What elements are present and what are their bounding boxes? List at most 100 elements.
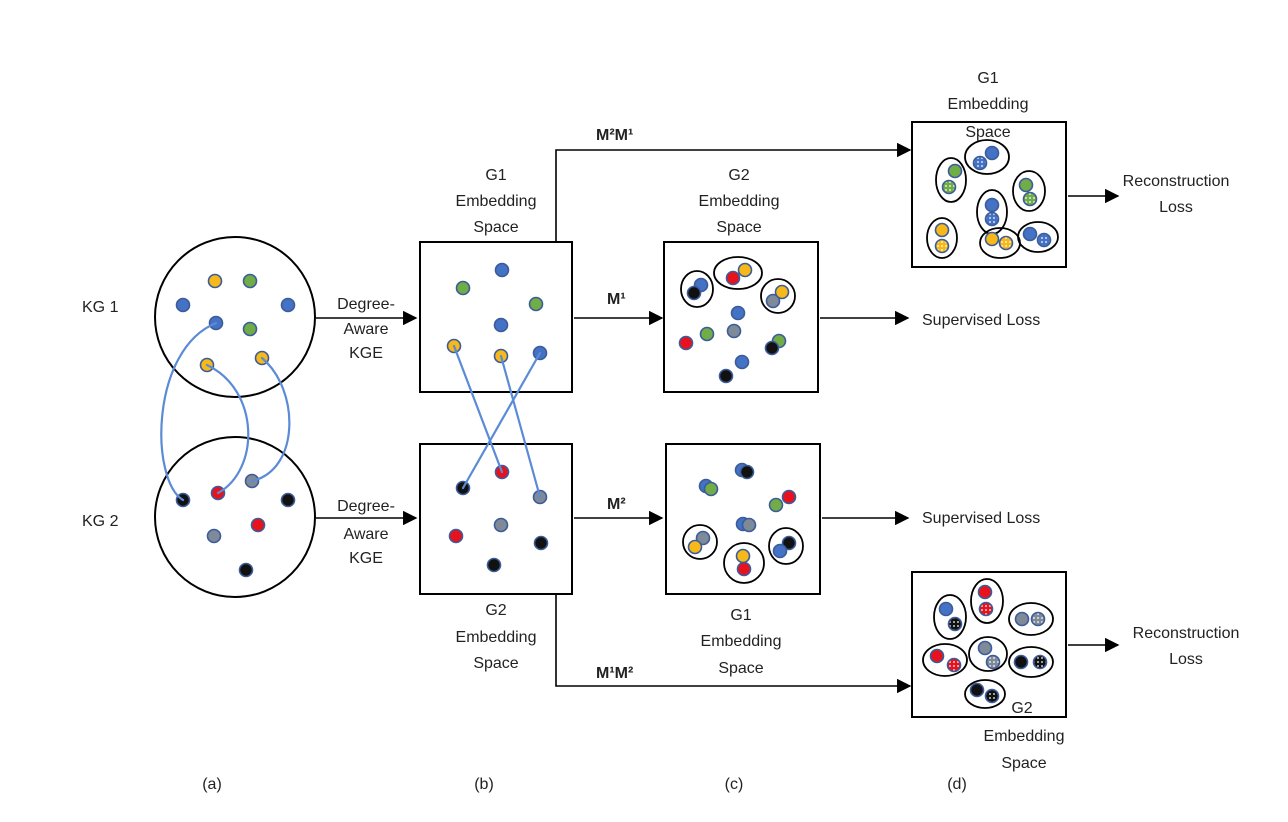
g2c-node-black-2	[764, 340, 780, 356]
g1d-group-7	[1017, 221, 1059, 253]
g1c-node-red-1	[781, 489, 797, 505]
g2-space-b-label-line3: Space	[473, 655, 518, 672]
g1d-node-green-1	[947, 163, 963, 179]
kge-bottom-label-line3: KGE	[349, 550, 383, 567]
kge-top-label-line1: Degree-	[337, 296, 395, 313]
supervised-loss-top-label: Supervised Loss	[922, 312, 1040, 329]
kg2-circle	[154, 436, 316, 598]
kg1-graph	[154, 236, 316, 398]
g1-space-c-label-line3: Space	[718, 660, 763, 677]
panel-c-label: (c)	[725, 776, 744, 793]
kge-top-label-line2: Aware	[343, 321, 388, 338]
m1-label: M¹	[607, 291, 626, 308]
g1c-node-green-2	[768, 497, 784, 513]
kg1-circle	[154, 236, 316, 398]
g1d-node-green-dotted-2-texture	[1024, 193, 1036, 205]
g2-space-c-label-line1: G2	[728, 167, 749, 184]
m2m1-arrow	[555, 142, 912, 242]
embedding-alignment-links	[452, 344, 542, 499]
g1d-group-1	[964, 139, 1010, 175]
g2d-node-red-2	[929, 648, 945, 664]
g1d-node-blue-dotted-2-texture	[986, 213, 998, 225]
g1-embedding-b-nodes	[446, 262, 548, 364]
g2d-node-gray-dotted-1-texture	[1032, 613, 1044, 625]
g2c-node-black-3	[718, 368, 734, 384]
g2d-node-blue-1	[938, 601, 954, 617]
g1b-node-green-1	[455, 280, 471, 296]
g2c-group-2	[680, 270, 714, 308]
emb-link-2	[499, 354, 542, 499]
g1-space-b-label-line2: Embedding	[456, 193, 537, 210]
kg2-node-red-2	[250, 517, 266, 533]
g1c-node-gray-1	[741, 517, 757, 533]
g2d-node-red-dotted-1-texture	[980, 603, 992, 615]
g2d-group-7	[964, 679, 1006, 709]
g1d-node-blue-1	[984, 145, 1000, 161]
kg-link-1	[160, 321, 218, 502]
g2c-node-gray-1	[765, 293, 781, 309]
g1c-group-3	[768, 527, 804, 565]
kg1-node-blue-1	[175, 297, 191, 313]
g1d-node-yellow-1	[934, 222, 950, 238]
g1d-node-yellow-dotted-1-texture	[936, 240, 948, 252]
g2b-node-red-2	[448, 528, 464, 544]
g2-space-d-label-line2: Embedding	[984, 728, 1065, 745]
g1c-node-red-2	[736, 561, 752, 577]
kge-bottom-label-line2: Aware	[343, 526, 388, 543]
g1d-node-blue-3	[1022, 226, 1038, 242]
g1c-group-2	[723, 542, 765, 584]
g1c-node-black-2	[781, 535, 797, 551]
g2d-node-black-dotted-1-texture	[949, 618, 961, 630]
g2d-group-5	[922, 643, 968, 677]
g2d-group-1	[933, 594, 967, 640]
g2c-group-1	[713, 256, 763, 290]
g1c-node-green-1	[703, 481, 719, 497]
g2c-node-blue-2	[730, 305, 746, 321]
g2b-node-black-2	[533, 535, 549, 551]
g1c-node-yellow-1	[687, 539, 703, 555]
g2d-group-4	[968, 636, 1008, 672]
g1-space-d-label-line1: G1	[977, 70, 998, 87]
g1b-node-blue-1	[494, 262, 510, 278]
g2d-group-2	[970, 578, 1004, 624]
g2d-node-gray-1	[1014, 611, 1030, 627]
kge-top-label-line3: KGE	[349, 345, 383, 362]
kg1-label: KG 1	[82, 299, 119, 316]
g1d-group-5	[926, 217, 958, 259]
g2-space-d-label-line3: Space	[1001, 755, 1046, 772]
g2-space-c-label-line3: Space	[716, 219, 761, 236]
g1b-node-green-2	[528, 296, 544, 312]
g2-space-c-label-line2: Embedding	[699, 193, 780, 210]
g1-embedding-box-b	[419, 241, 573, 393]
g2-embedding-c-nodes	[678, 256, 796, 384]
g2d-node-black-dotted-2-texture	[1034, 656, 1046, 668]
g2b-node-gray-2	[493, 517, 509, 533]
g2c-node-black-1	[686, 285, 702, 301]
kg-link-3	[250, 356, 291, 483]
g1c-node-black-1	[739, 464, 755, 480]
g2d-node-black-dotted-3-texture	[986, 690, 998, 702]
kg1-node-blue-2	[280, 297, 296, 313]
kg2-label: KG 2	[82, 513, 119, 530]
reconstruction-loss-top-line2: Loss	[1159, 199, 1193, 216]
kg1-node-green-1	[242, 273, 258, 289]
g1-space-b-label-line3: Space	[473, 219, 518, 236]
g2c-node-red-2	[678, 335, 694, 351]
g2d-node-gray-dotted-2-texture	[987, 656, 999, 668]
g1c-group-1	[682, 524, 718, 560]
reconstruction-loss-bottom-line2: Loss	[1169, 651, 1203, 668]
g1-space-d-label-line2: Embedding	[948, 96, 1029, 113]
g1-embedding-d-nodes	[926, 139, 1059, 259]
g1c-node-yellow-2	[735, 548, 751, 564]
g1b-node-blue-2	[493, 317, 509, 333]
g2-space-d-label-line1: G2	[1011, 700, 1032, 717]
g1-space-d-label-line3: Space	[965, 124, 1010, 141]
g2c-node-gray-2	[726, 323, 742, 339]
g1d-group-3	[1012, 170, 1046, 212]
g2d-group-6	[1008, 646, 1054, 678]
kg-alignment-links	[160, 321, 291, 502]
g2d-node-gray-2	[977, 640, 993, 656]
g1c-node-blue-4	[772, 543, 788, 559]
kg2-graph	[154, 436, 316, 598]
